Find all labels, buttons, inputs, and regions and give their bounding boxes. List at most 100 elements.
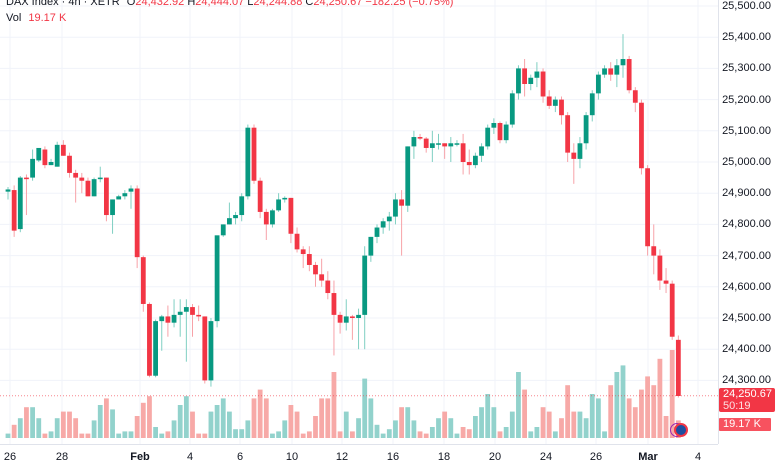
- candle[interactable]: [36, 147, 42, 161]
- candle[interactable]: [626, 59, 632, 91]
- candle[interactable]: [5, 189, 11, 192]
- candle[interactable]: [85, 180, 91, 197]
- candle[interactable]: [11, 190, 17, 231]
- candle[interactable]: [276, 199, 281, 211]
- candle[interactable]: [657, 255, 663, 281]
- candle[interactable]: [165, 316, 171, 323]
- candle[interactable]: [202, 316, 208, 381]
- candle[interactable]: [620, 59, 626, 66]
- candle[interactable]: [583, 115, 589, 144]
- price-axis[interactable]: 25,500.00 25,400.00 25,300.00 25,200.00 25,1…: [718, 0, 780, 444]
- candle[interactable]: [319, 274, 325, 281]
- candle[interactable]: [288, 197, 294, 234]
- candle[interactable]: [331, 293, 337, 315]
- candle[interactable]: [546, 96, 552, 106]
- candle[interactable]: [73, 172, 79, 178]
- candle[interactable]: [300, 249, 306, 255]
- candle[interactable]: [565, 115, 571, 153]
- candle[interactable]: [614, 65, 620, 75]
- candle[interactable]: [282, 197, 288, 200]
- candle[interactable]: [153, 321, 158, 376]
- candle[interactable]: [196, 314, 202, 317]
- candle[interactable]: [405, 146, 411, 206]
- candle[interactable]: [356, 314, 361, 318]
- candle[interactable]: [460, 143, 466, 162]
- candle[interactable]: [337, 314, 343, 323]
- candle[interactable]: [122, 193, 128, 197]
- candle[interactable]: [516, 68, 521, 94]
- candle[interactable]: [552, 99, 558, 106]
- candle[interactable]: [214, 235, 220, 322]
- candle[interactable]: [350, 316, 355, 318]
- candle[interactable]: [448, 143, 454, 147]
- candle[interactable]: [436, 143, 441, 145]
- candle[interactable]: [325, 280, 331, 294]
- candle[interactable]: [442, 143, 448, 147]
- candle[interactable]: [270, 210, 275, 225]
- candle[interactable]: [30, 158, 35, 178]
- candle[interactable]: [393, 199, 398, 217]
- candle[interactable]: [577, 143, 583, 159]
- candle[interactable]: [110, 199, 115, 216]
- candle[interactable]: [48, 162, 54, 166]
- candle[interactable]: [263, 211, 269, 225]
- candle[interactable]: [497, 123, 503, 141]
- candle[interactable]: [257, 180, 263, 212]
- candle[interactable]: [294, 233, 300, 250]
- candle[interactable]: [528, 77, 534, 84]
- candle[interactable]: [91, 179, 97, 197]
- candle[interactable]: [343, 316, 349, 323]
- candle[interactable]: [190, 307, 195, 315]
- candle[interactable]: [466, 162, 472, 166]
- candle[interactable]: [374, 227, 380, 237]
- candle[interactable]: [245, 127, 251, 197]
- candle[interactable]: [171, 314, 177, 323]
- candle[interactable]: [239, 196, 245, 216]
- candle[interactable]: [522, 68, 527, 84]
- candle[interactable]: [233, 215, 238, 219]
- candle[interactable]: [399, 199, 404, 206]
- candle[interactable]: [540, 71, 546, 97]
- candle[interactable]: [645, 168, 650, 247]
- candle[interactable]: [208, 321, 214, 381]
- candle[interactable]: [602, 68, 607, 75]
- candle[interactable]: [104, 177, 109, 216]
- candle[interactable]: [386, 216, 392, 222]
- candle[interactable]: [368, 236, 374, 256]
- candle[interactable]: [183, 307, 189, 312]
- candle[interactable]: [79, 177, 85, 181]
- candle[interactable]: [589, 93, 595, 116]
- eu-flag-icon[interactable]: [674, 423, 688, 437]
- candle[interactable]: [651, 246, 657, 256]
- candle[interactable]: [380, 221, 386, 228]
- candle[interactable]: [116, 196, 122, 200]
- candle[interactable]: [632, 90, 638, 103]
- candle[interactable]: [251, 127, 257, 181]
- candle[interactable]: [571, 152, 577, 159]
- candle[interactable]: [491, 123, 497, 128]
- candle[interactable]: [639, 102, 644, 169]
- candle[interactable]: [54, 144, 60, 167]
- candle[interactable]: [411, 137, 417, 147]
- candle[interactable]: [596, 74, 601, 94]
- candle[interactable]: [669, 283, 675, 337]
- candle[interactable]: [60, 144, 66, 156]
- candle[interactable]: [473, 155, 478, 166]
- candle[interactable]: [220, 224, 226, 236]
- time-axis[interactable]: 26 28 Feb 4 6 10 12 16 18 20 24 26 Mar 4: [0, 444, 718, 471]
- candle[interactable]: [134, 188, 140, 258]
- candle[interactable]: [227, 218, 232, 225]
- candle[interactable]: [423, 138, 429, 148]
- candle[interactable]: [534, 71, 540, 78]
- candle[interactable]: [663, 280, 669, 284]
- candle[interactable]: [479, 146, 484, 156]
- candle[interactable]: [24, 177, 29, 180]
- candle[interactable]: [503, 124, 509, 141]
- candle[interactable]: [559, 99, 564, 116]
- candle[interactable]: [17, 177, 23, 230]
- candle[interactable]: [509, 93, 515, 125]
- candle[interactable]: [147, 303, 152, 376]
- candle[interactable]: [97, 177, 103, 180]
- candle[interactable]: [454, 143, 460, 145]
